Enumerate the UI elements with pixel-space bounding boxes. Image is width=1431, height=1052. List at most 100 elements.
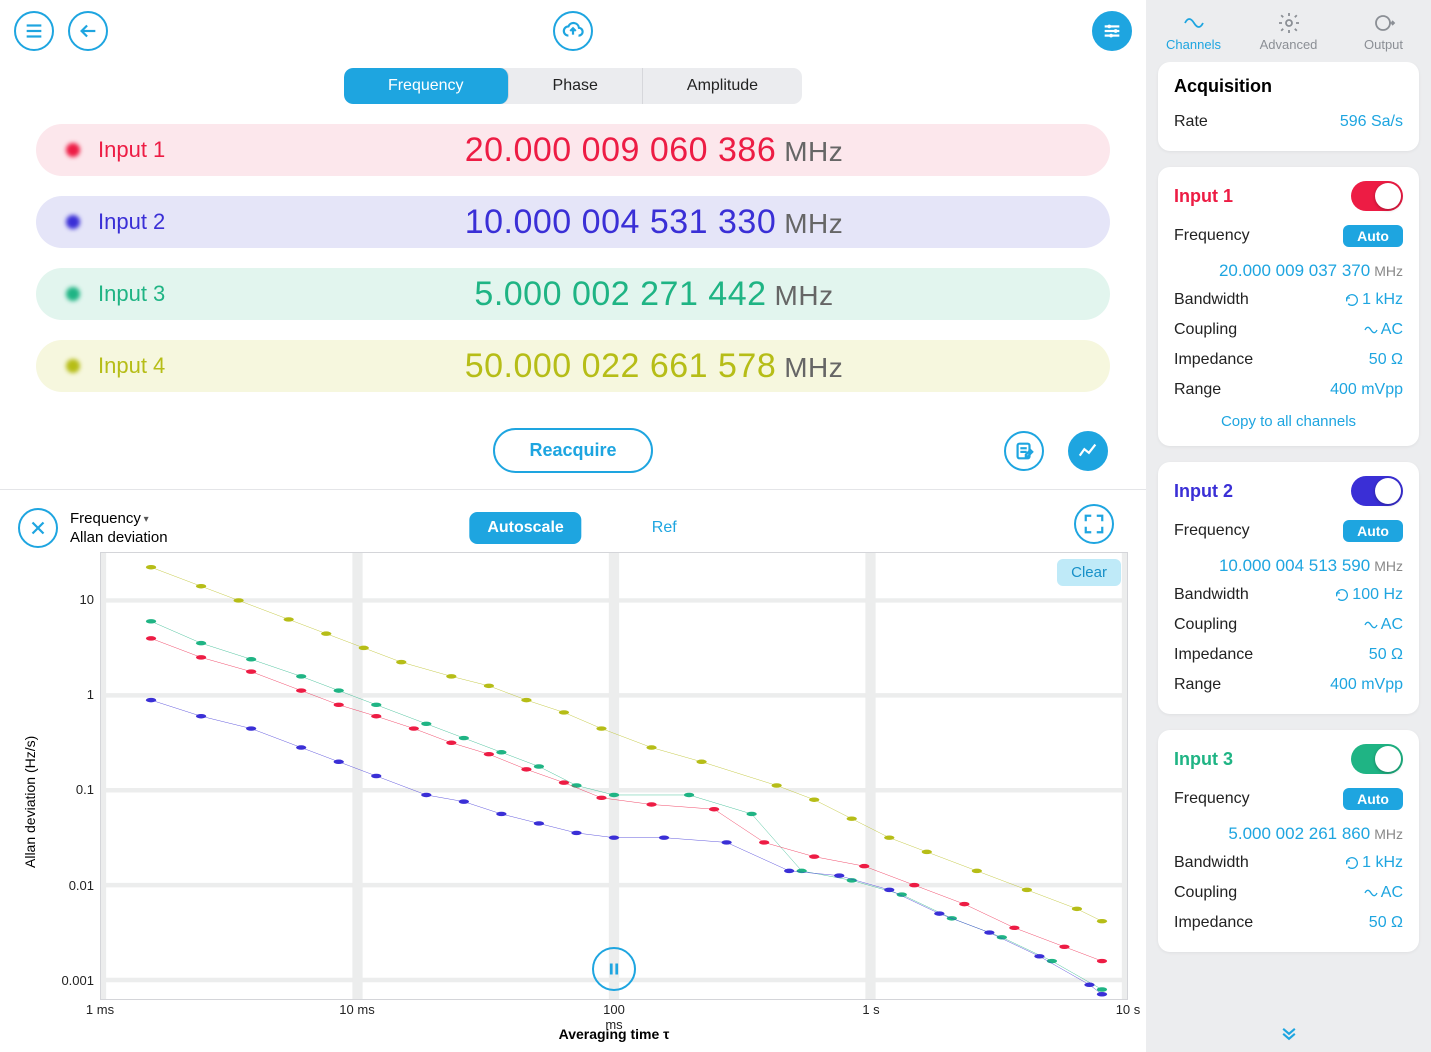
setting-value[interactable]: 50 Ω (1369, 646, 1403, 664)
setting-label: Coupling (1174, 616, 1237, 634)
setting-label: Bandwidth (1174, 586, 1249, 604)
channel-card: Input 2 Frequency Auto 10.000 004 513 59… (1158, 462, 1419, 714)
top-toolbar (0, 0, 1146, 62)
reading-unit: MHz (784, 136, 843, 167)
reading-row[interactable]: Input 1 20.000 009 060 386MHz (36, 124, 1110, 176)
setting-label: Impedance (1174, 351, 1253, 369)
tab-amplitude[interactable]: Amplitude (643, 68, 802, 104)
chart-plot[interactable]: Clear (100, 552, 1128, 1000)
freq-label: Frequency (1174, 522, 1250, 540)
reacquire-button[interactable]: Reacquire (493, 428, 652, 473)
reading-value: 20.000 009 060 386MHz (228, 131, 1080, 170)
channel-name: Input 1 (1174, 186, 1233, 207)
reacquire-row: Reacquire (0, 428, 1146, 473)
tab-frequency[interactable]: Frequency (344, 68, 509, 104)
chart-close-button[interactable] (18, 508, 58, 548)
channel-dot-icon (66, 359, 80, 373)
setting-value[interactable]: 400 mVpp (1330, 381, 1403, 399)
side-tab-label: Output (1364, 37, 1403, 52)
refresh-icon (1344, 292, 1360, 308)
chart-selector-type: Frequency (70, 509, 168, 529)
copy-to-all-button[interactable]: Copy to all channels (1174, 405, 1403, 432)
x-axis-label: Averaging time τ (42, 1020, 1128, 1052)
chart-toggle-button[interactable] (1068, 431, 1108, 471)
setting-value[interactable]: AC (1363, 321, 1403, 339)
freq-mode-pill[interactable]: Auto (1343, 788, 1403, 810)
reading-row[interactable]: Input 2 10.000 004 531 330MHz (36, 196, 1110, 248)
freq-label: Frequency (1174, 227, 1250, 245)
channel-dot-icon (66, 287, 80, 301)
reading-label: Input 1 (98, 137, 228, 163)
y-axis-label: Allan deviation (Hz/s) (18, 552, 42, 1052)
side-tab-channels[interactable]: Channels (1146, 0, 1241, 62)
reading-label: Input 4 (98, 353, 228, 379)
wave-icon (1363, 617, 1379, 633)
side-tab-label: Advanced (1260, 37, 1318, 52)
wave-icon (1363, 322, 1379, 338)
card-title: Acquisition (1174, 76, 1403, 97)
setting-value[interactable]: AC (1363, 884, 1403, 902)
reading-row[interactable]: Input 4 50.000 022 661 578MHz (36, 340, 1110, 392)
side-tab-label: Channels (1166, 37, 1221, 52)
channel-toggle[interactable] (1351, 181, 1403, 211)
back-button[interactable] (68, 11, 108, 51)
freq-value: 10.000 004 513 590MHz (1174, 548, 1403, 580)
expand-chart-button[interactable] (1074, 504, 1114, 544)
channel-dot-icon (66, 143, 80, 157)
cloud-upload-button[interactable] (553, 11, 593, 51)
freq-label: Frequency (1174, 790, 1250, 808)
setting-label: Range (1174, 676, 1221, 694)
setting-value[interactable]: 100 Hz (1334, 586, 1403, 604)
readings-list: Input 1 20.000 009 060 386MHz Input 2 10… (0, 124, 1146, 392)
setting-value[interactable]: 50 Ω (1369, 351, 1403, 369)
chart-selector-metric: Allan deviation (70, 528, 168, 548)
reading-label: Input 3 (98, 281, 228, 307)
gear-icon (1277, 11, 1301, 35)
freq-mode-pill[interactable]: Auto (1343, 225, 1403, 247)
chart-selector[interactable]: Frequency Allan deviation (70, 509, 168, 548)
refresh-icon (1334, 587, 1350, 603)
main-panel: FrequencyPhaseAmplitude Input 1 20.000 0… (0, 0, 1146, 1052)
rate-label: Rate (1174, 113, 1208, 131)
y-ticks: 1010.10.010.001 (42, 552, 100, 1000)
reading-unit: MHz (775, 280, 834, 311)
x-ticks: 1 ms10 ms100 ms1 s10 s (100, 1000, 1128, 1020)
setting-value[interactable]: 400 mVpp (1330, 676, 1403, 694)
reading-row[interactable]: Input 3 5.000 002 271 442MHz (36, 268, 1110, 320)
freq-mode-pill[interactable]: Auto (1343, 520, 1403, 542)
autoscale-button[interactable]: Autoscale (469, 512, 581, 544)
menu-button[interactable] (14, 11, 54, 51)
channel-toggle[interactable] (1351, 476, 1403, 506)
panel-settings-button[interactable] (1092, 11, 1132, 51)
side-tab-advanced[interactable]: Advanced (1241, 0, 1336, 62)
setting-label: Range (1174, 381, 1221, 399)
setting-label: Coupling (1174, 884, 1237, 902)
pause-button[interactable] (592, 947, 636, 991)
setting-value[interactable]: 1 kHz (1344, 291, 1403, 309)
ref-button[interactable]: Ref (652, 519, 677, 537)
refresh-icon (1344, 855, 1360, 871)
output-icon (1372, 11, 1396, 35)
setting-label: Impedance (1174, 646, 1253, 664)
reading-unit: MHz (784, 208, 843, 239)
channel-toggle[interactable] (1351, 744, 1403, 774)
reading-value: 10.000 004 531 330MHz (228, 203, 1080, 242)
channel-dot-icon (66, 215, 80, 229)
rate-value[interactable]: 596 Sa/s (1340, 113, 1403, 131)
setting-value[interactable]: 1 kHz (1344, 854, 1403, 872)
measurement-tabs: FrequencyPhaseAmplitude (0, 68, 1146, 104)
setting-label: Impedance (1174, 914, 1253, 932)
setting-label: Bandwidth (1174, 854, 1249, 872)
side-tab-output[interactable]: Output (1336, 0, 1431, 62)
freq-value: 5.000 002 261 860MHz (1174, 816, 1403, 848)
channel-name: Input 3 (1174, 749, 1233, 770)
wave-icon (1182, 11, 1206, 35)
notes-button[interactable] (1004, 431, 1044, 471)
setting-label: Coupling (1174, 321, 1237, 339)
channel-card: Input 3 Frequency Auto 5.000 002 261 860… (1158, 730, 1419, 952)
tab-phase[interactable]: Phase (509, 68, 643, 104)
scroll-down-icon[interactable] (1279, 1023, 1299, 1048)
setting-value[interactable]: 50 Ω (1369, 914, 1403, 932)
setting-value[interactable]: AC (1363, 616, 1403, 634)
freq-value: 20.000 009 037 370MHz (1174, 253, 1403, 285)
